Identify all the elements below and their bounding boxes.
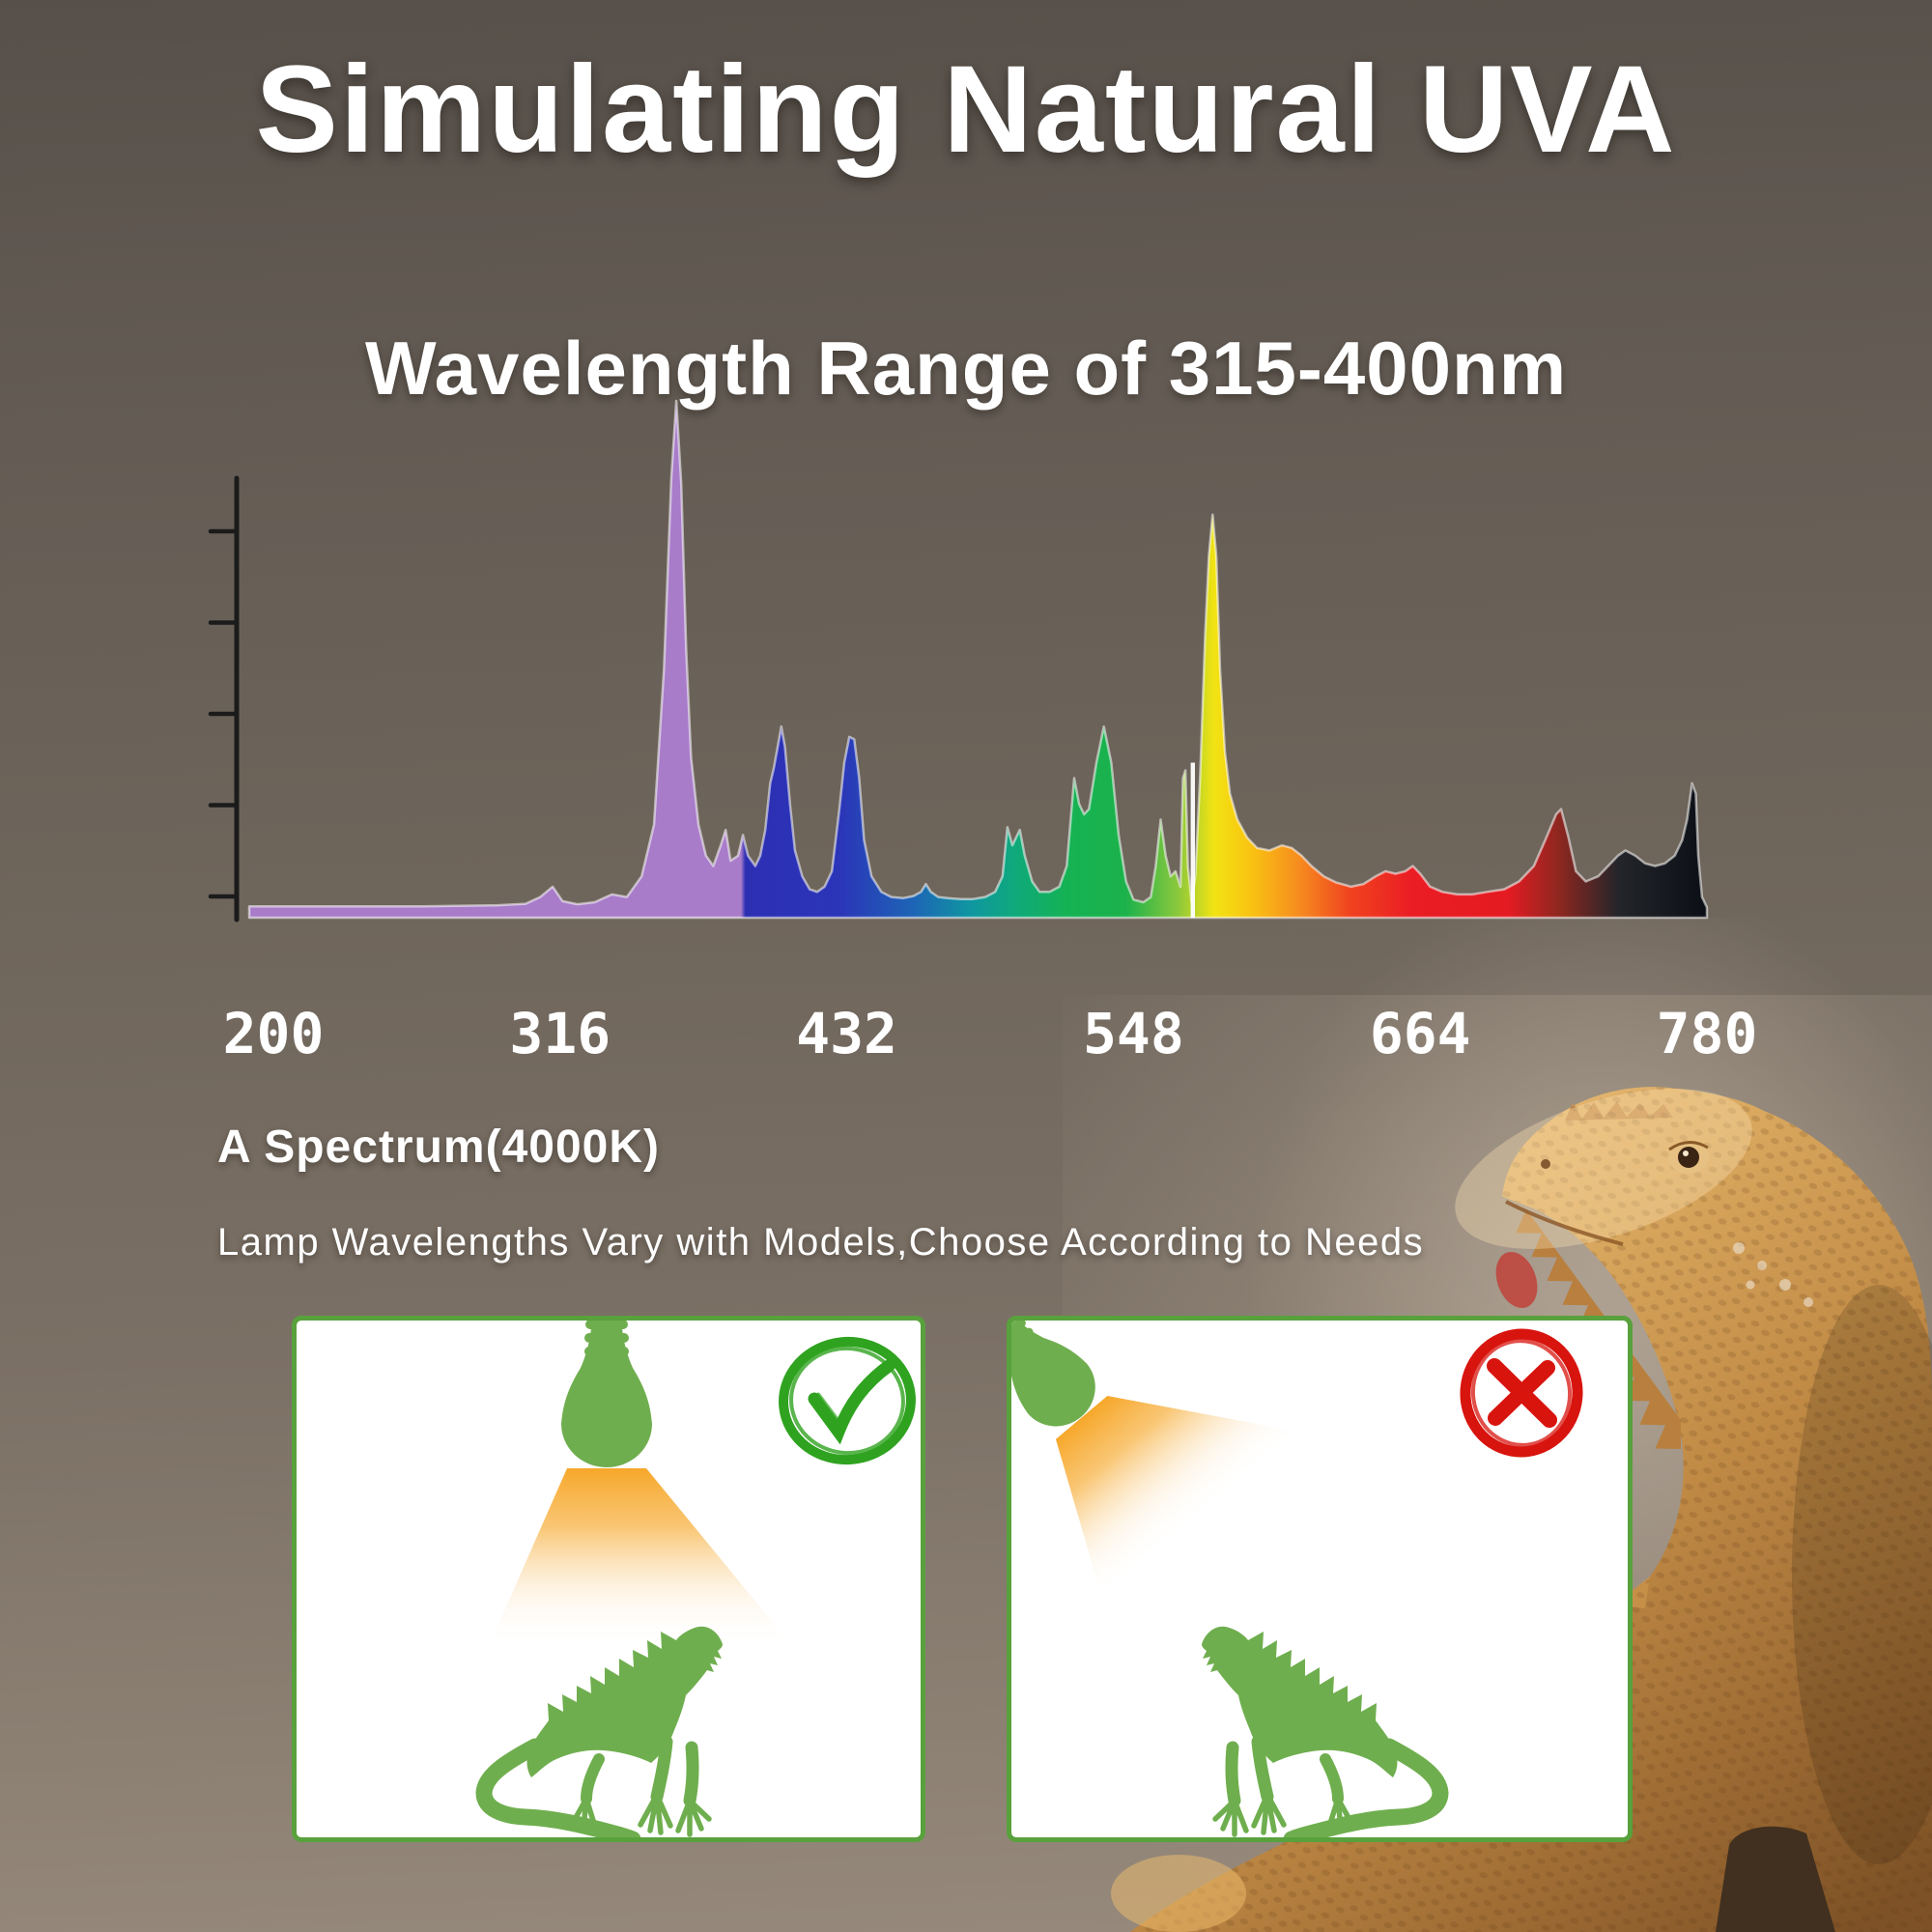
x-axis-labels: 200 316 432 548 664 780 (223, 1001, 1758, 1066)
dragon-mouth (1505, 1200, 1624, 1246)
subtitle: Wavelength Range of 315-400nm (364, 326, 1568, 411)
check-circle-icon (779, 1336, 916, 1465)
dragon-cheek-scales (1733, 1242, 1813, 1307)
spectrum-gap-line (1190, 762, 1195, 918)
x-axis-tick-label: 780 (1657, 1001, 1758, 1066)
page-title: Simulating Natural UVA (255, 41, 1677, 179)
heat-lamp-icon-tilted (1011, 1321, 1300, 1598)
x-axis-tick-label: 316 (509, 1001, 611, 1066)
x-axis-tick-label: 664 (1370, 1001, 1471, 1066)
dragon-scale-texture (1130, 1087, 1932, 1932)
wrong-usage-panel (1007, 1316, 1633, 1842)
y-axis-ticks (208, 528, 240, 899)
dragon-eye (1668, 1141, 1709, 1174)
basking-log (1716, 1826, 1835, 1932)
x-axis-tick-label: 200 (223, 1001, 325, 1066)
dragon-beard-spikes (1516, 1209, 1681, 1449)
spectrum-caption: A Spectrum(4000K) (217, 1122, 661, 1173)
dragon-highlight (1455, 1089, 1752, 1249)
spectrum-area (247, 399, 1709, 920)
correct-usage-panel (292, 1316, 925, 1842)
dragon-back-shadow (1792, 1285, 1932, 1864)
cross-circle-icon (1460, 1328, 1583, 1458)
dragon-foreleg-glow (1111, 1855, 1246, 1932)
x-axis-tick-label: 432 (796, 1001, 897, 1066)
lizard-silhouette-mirrored (1202, 1627, 1440, 1839)
dragon-ear-patch (1495, 1251, 1538, 1309)
spectrum-chart: 200 316 432 548 664 780 (208, 399, 1758, 1066)
heat-lamp-icon (489, 1321, 792, 1646)
dragon-nostril (1541, 1159, 1550, 1169)
x-axis-tick-label: 548 (1083, 1001, 1184, 1066)
lizard-silhouette (484, 1627, 723, 1839)
lamp-usage-note: Lamp Wavelengths Vary with Models,Choose… (217, 1221, 1425, 1264)
